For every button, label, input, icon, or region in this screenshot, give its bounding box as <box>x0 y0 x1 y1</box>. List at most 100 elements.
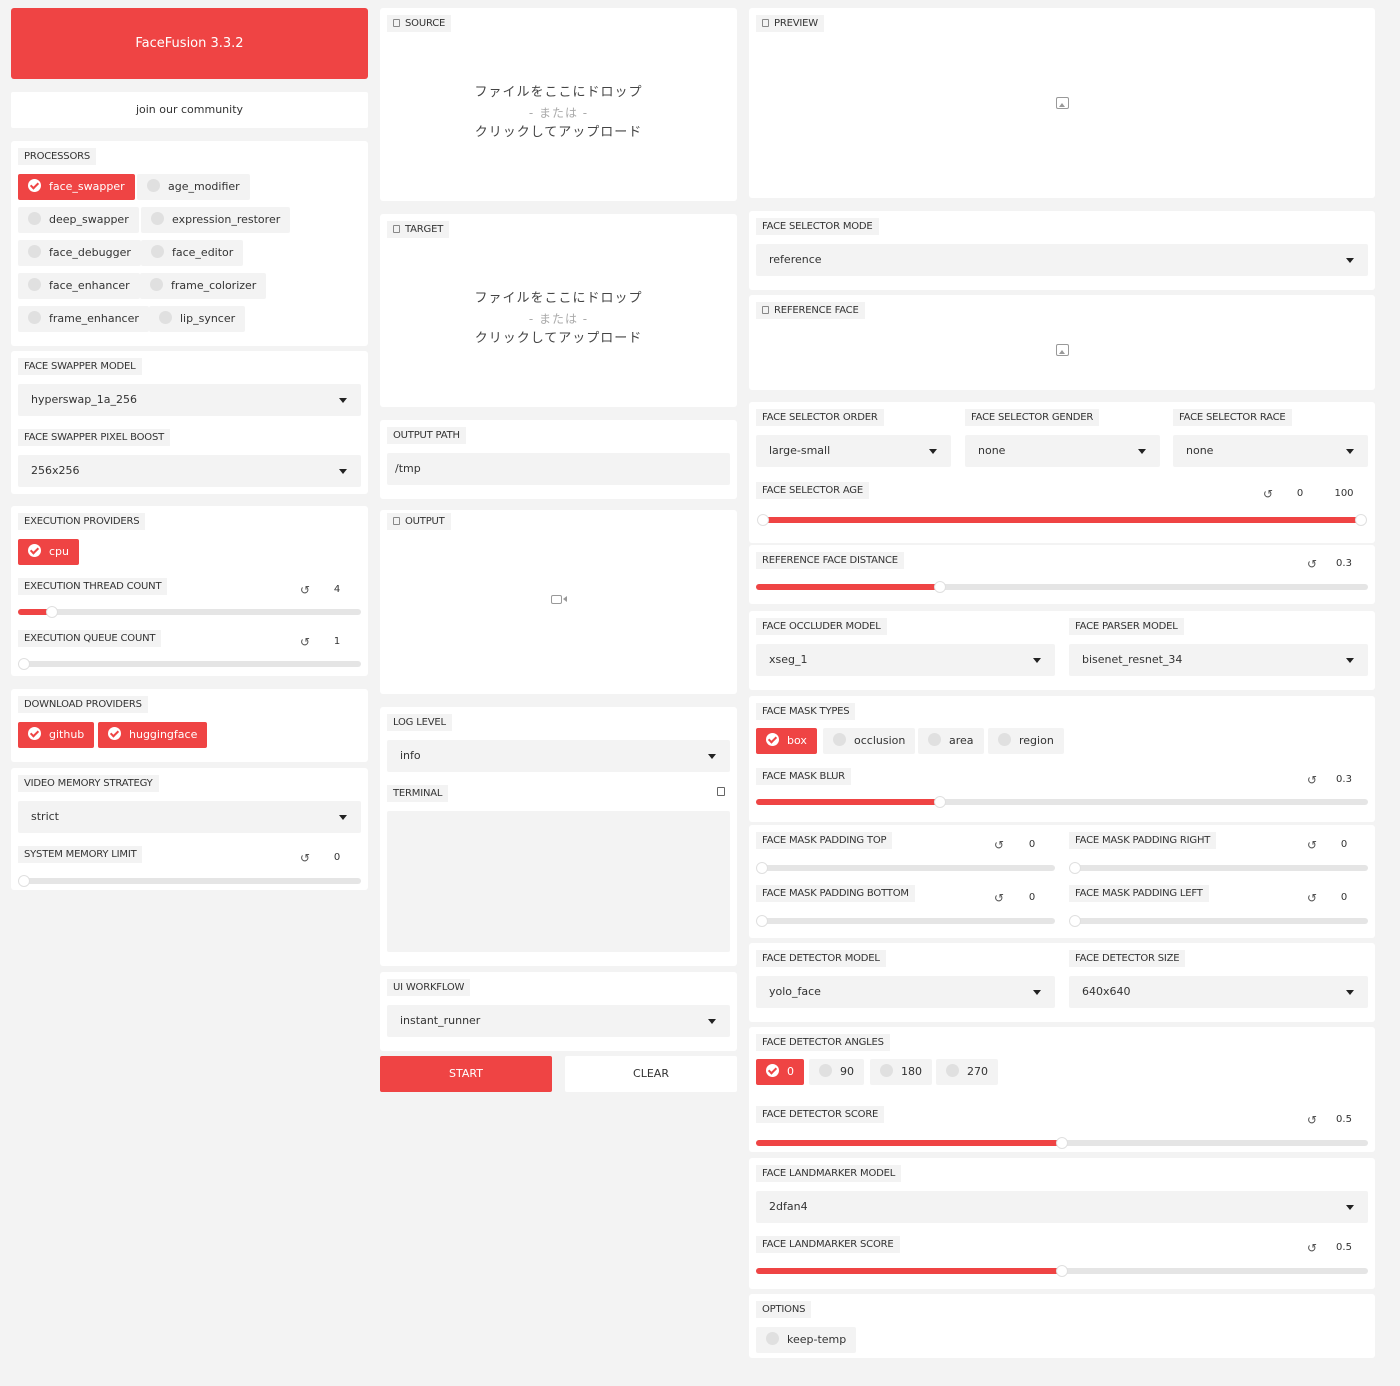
processor-lip-syncer[interactable]: lip_syncer <box>149 306 246 332</box>
target-card[interactable]: TARGET ファイルをここにドロップ - または - クリックしてアップロード <box>380 214 737 407</box>
processor-frame-enhancer[interactable]: frame_enhancer <box>18 306 149 332</box>
slider-handle[interactable] <box>933 796 946 808</box>
reset-icon[interactable]: ↺ <box>300 851 311 865</box>
slider-handle-max[interactable] <box>1355 514 1367 526</box>
face-selector-mode-select[interactable]: reference <box>756 244 1368 276</box>
ui-workflow-select[interactable]: instant_runner <box>387 1005 730 1037</box>
download-provider-github[interactable]: github <box>18 722 95 748</box>
face-selector-age-min[interactable]: 0 <box>1296 488 1304 499</box>
face-occluder-model-select[interactable]: xseg_1 <box>756 644 1055 676</box>
slider-handle[interactable] <box>756 915 768 927</box>
reset-icon[interactable]: ↺ <box>994 838 1005 852</box>
slider-handle-min[interactable] <box>757 514 769 526</box>
app-title-button[interactable]: FaceFusion 3.3.2 <box>11 8 368 79</box>
slider-handle[interactable] <box>933 581 946 593</box>
face-mask-padding-top-slider[interactable] <box>756 862 1055 874</box>
face-mask-padding-right-value[interactable]: 0 <box>1340 839 1348 850</box>
slider-handle[interactable] <box>756 862 768 874</box>
face-detector-angle-180[interactable]: 180 <box>870 1059 932 1085</box>
system-memory-limit-value[interactable]: 0 <box>333 852 341 863</box>
face-mask-type-occlusion[interactable]: occlusion <box>823 728 916 754</box>
reset-icon[interactable]: ↺ <box>994 891 1005 905</box>
terminal-output[interactable] <box>387 811 730 952</box>
reference-face-distance-slider[interactable] <box>756 581 1368 593</box>
system-memory-limit-slider[interactable] <box>18 875 361 887</box>
slider-handle[interactable] <box>1056 1137 1068 1149</box>
execution-queue-count-value[interactable]: 1 <box>333 636 341 647</box>
copy-icon[interactable] <box>717 787 725 796</box>
slider-handle[interactable] <box>18 658 30 670</box>
reference-face-distance-value[interactable]: 0.3 <box>1336 558 1352 569</box>
reset-icon[interactable]: ↺ <box>1307 1113 1318 1127</box>
processor-face-enhancer[interactable]: face_enhancer <box>18 273 140 299</box>
face-landmarker-model-select[interactable]: 2dfan4 <box>756 1191 1368 1223</box>
face-detector-angles-card: FACE DETECTOR ANGLES 0 90 180 270 FACE D… <box>749 1027 1375 1152</box>
face-selector-age-slider[interactable] <box>757 514 1367 526</box>
face-mask-blur-value[interactable]: 0.3 <box>1336 774 1352 785</box>
face-detector-angle-0[interactable]: 0 <box>756 1059 804 1085</box>
face-mask-type-area[interactable]: area <box>918 728 984 754</box>
processor-face-editor[interactable]: face_editor <box>141 240 244 266</box>
face-mask-padding-right-slider[interactable] <box>1069 862 1368 874</box>
reset-icon[interactable]: ↺ <box>1307 838 1318 852</box>
execution-thread-count-slider[interactable] <box>18 606 361 618</box>
slider-handle[interactable] <box>1056 1265 1068 1277</box>
execution-provider-cpu[interactable]: cpu <box>18 539 80 565</box>
face-detector-model-select[interactable]: yolo_face <box>756 976 1055 1008</box>
reset-icon[interactable]: ↺ <box>1307 1241 1318 1255</box>
face-mask-blur-slider[interactable] <box>756 796 1368 808</box>
processor-age-modifier[interactable]: age_modifier <box>137 174 250 200</box>
option-keep-temp[interactable]: keep-temp <box>756 1327 857 1353</box>
face-mask-padding-top-value[interactable]: 0 <box>1028 839 1036 850</box>
processor-frame-colorizer[interactable]: frame_colorizer <box>140 273 267 299</box>
source-card[interactable]: SOURCE ファイルをここにドロップ - または - クリックしてアップロード <box>380 8 737 201</box>
face-landmarker-score-value[interactable]: 0.5 <box>1336 1242 1352 1253</box>
face-mask-type-box[interactable]: box <box>756 728 817 754</box>
face-mask-padding-bottom-value[interactable]: 0 <box>1028 892 1036 903</box>
download-provider-huggingface[interactable]: huggingface <box>98 722 208 748</box>
processor-face-debugger[interactable]: face_debugger <box>18 240 141 266</box>
execution-thread-count-value[interactable]: 4 <box>333 584 341 595</box>
reset-icon[interactable]: ↺ <box>1307 557 1318 571</box>
ui-workflow-label: UI WORKFLOW <box>387 979 471 996</box>
face-detector-score-value[interactable]: 0.5 <box>1336 1114 1352 1125</box>
face-detector-angle-90[interactable]: 90 <box>809 1059 864 1085</box>
clear-button[interactable]: CLEAR <box>565 1056 737 1092</box>
face-detector-angle-270[interactable]: 270 <box>936 1059 998 1085</box>
reset-icon[interactable]: ↺ <box>1307 773 1318 787</box>
face-detector-size-select[interactable]: 640x640 <box>1069 976 1368 1008</box>
chevron-down-icon <box>1346 449 1354 454</box>
face-mask-padding-left-value[interactable]: 0 <box>1340 892 1348 903</box>
reset-icon[interactable]: ↺ <box>300 635 311 649</box>
execution-queue-count-slider[interactable] <box>18 658 361 670</box>
face-selector-gender-select[interactable]: none <box>965 435 1160 467</box>
reset-icon[interactable]: ↺ <box>1307 891 1318 905</box>
video-memory-strategy-select[interactable]: strict <box>18 801 361 833</box>
slider-handle[interactable] <box>18 875 30 887</box>
processor-expression-restorer[interactable]: expression_restorer <box>141 207 291 233</box>
output-path-input[interactable]: /tmp <box>387 453 730 485</box>
slider-handle[interactable] <box>1069 862 1081 874</box>
face-landmarker-score-slider[interactable] <box>756 1265 1368 1277</box>
face-mask-type-region[interactable]: region <box>988 728 1064 754</box>
processor-deep-swapper[interactable]: deep_swapper <box>18 207 139 233</box>
target-dropzone[interactable]: ファイルをここにドロップ - または - クリックしてアップロード <box>380 289 737 349</box>
face-selector-age-max[interactable]: 100 <box>1334 488 1354 499</box>
face-mask-padding-bottom-slider[interactable] <box>756 915 1055 927</box>
reset-icon[interactable]: ↺ <box>300 583 311 597</box>
slider-handle[interactable] <box>46 606 59 618</box>
face-parser-model-select[interactable]: bisenet_resnet_34 <box>1069 644 1368 676</box>
face-mask-padding-left-slider[interactable] <box>1069 915 1368 927</box>
face-selector-race-select[interactable]: none <box>1173 435 1368 467</box>
source-dropzone[interactable]: ファイルをここにドロップ - または - クリックしてアップロード <box>380 83 737 143</box>
face-detector-score-slider[interactable] <box>756 1137 1368 1149</box>
face-selector-order-select[interactable]: large-small <box>756 435 951 467</box>
community-link[interactable]: join our community <box>11 92 368 128</box>
slider-handle[interactable] <box>1069 915 1081 927</box>
log-level-select[interactable]: info <box>387 740 730 772</box>
processor-face-swapper[interactable]: face_swapper <box>18 174 135 200</box>
reset-icon[interactable]: ↺ <box>1263 487 1274 501</box>
face-swapper-pixel-boost-select[interactable]: 256x256 <box>18 455 361 487</box>
start-button[interactable]: START <box>380 1056 552 1092</box>
face-swapper-model-select[interactable]: hyperswap_1a_256 <box>18 384 361 416</box>
